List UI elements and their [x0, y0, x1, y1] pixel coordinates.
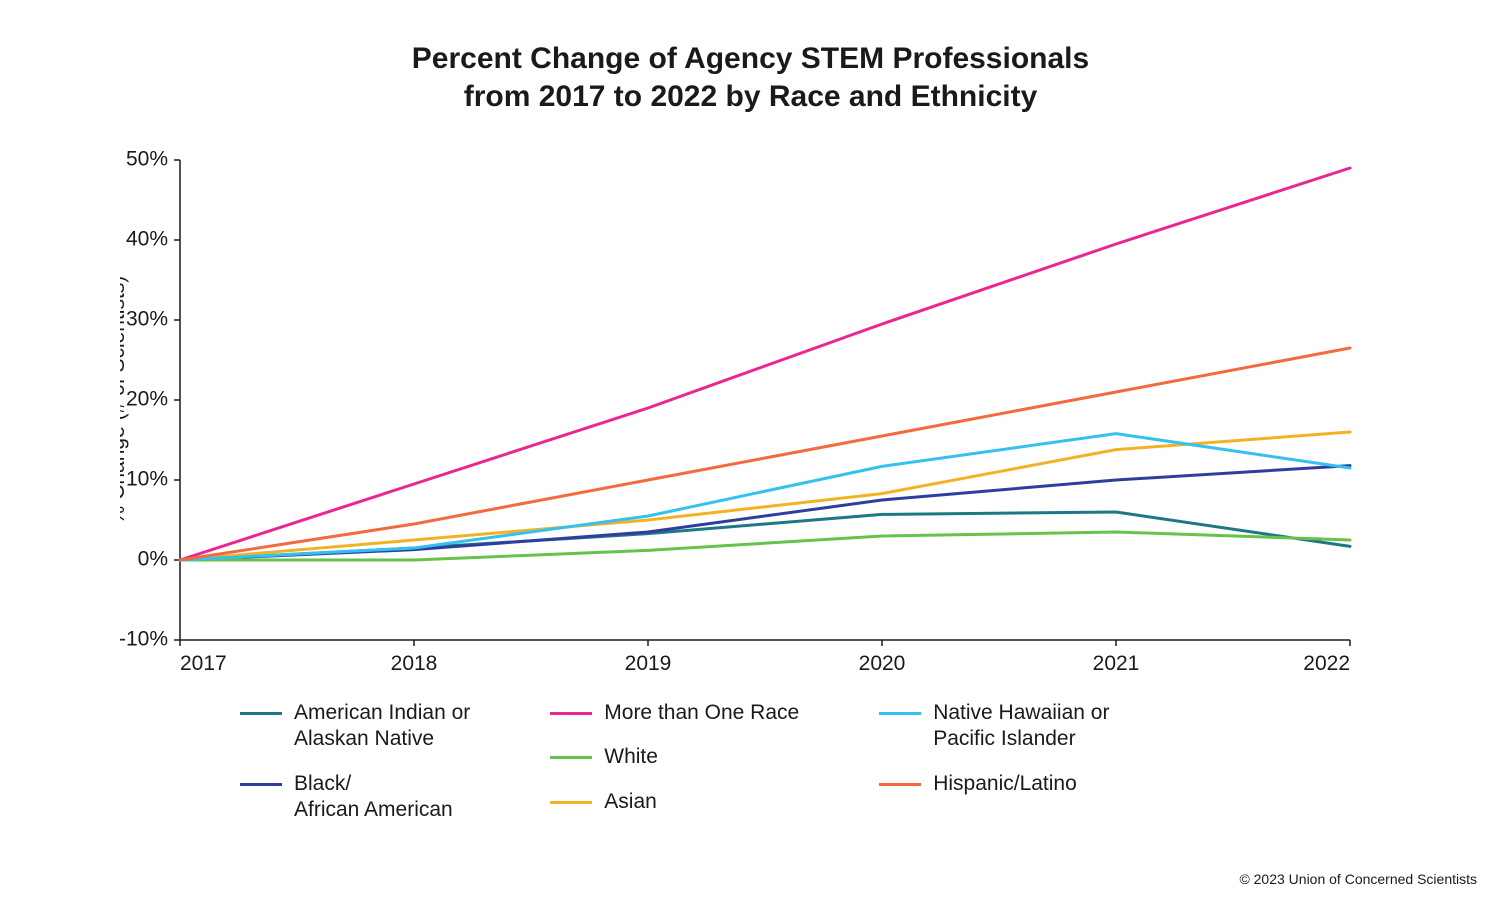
- legend-swatch: [240, 783, 282, 786]
- legend-label: Native Hawaiian or Pacific Islander: [933, 700, 1109, 753]
- legend-swatch: [879, 712, 921, 715]
- legend-swatch: [240, 712, 282, 715]
- svg-text:2020: 2020: [859, 652, 906, 675]
- legend-label: More than One Race: [604, 700, 799, 726]
- legend-label: American Indian or Alaskan Native: [294, 700, 470, 753]
- svg-text:2018: 2018: [391, 652, 438, 675]
- legend-swatch: [550, 801, 592, 804]
- legend-item-hispanic: Hispanic/Latino: [879, 771, 1109, 797]
- legend-item-native_hawaiian: Native Hawaiian or Pacific Islander: [879, 700, 1109, 753]
- svg-text:-10%: -10%: [120, 628, 168, 651]
- legend-item-asian: Asian: [550, 789, 799, 815]
- svg-text:2021: 2021: [1093, 652, 1140, 675]
- legend-item-more_than_one: More than One Race: [550, 700, 799, 726]
- chart-title-line1: Percent Change of Agency STEM Profession…: [0, 40, 1501, 78]
- legend-label: Hispanic/Latino: [933, 771, 1077, 797]
- chart-title-line2: from 2017 to 2022 by Race and Ethnicity: [0, 78, 1501, 116]
- svg-text:2022: 2022: [1303, 652, 1350, 675]
- legend-swatch: [550, 756, 592, 759]
- series-hispanic: [180, 348, 1350, 560]
- svg-text:2019: 2019: [625, 652, 672, 675]
- svg-text:40%: 40%: [126, 228, 168, 251]
- svg-text:30%: 30%: [126, 308, 168, 331]
- chart-title: Percent Change of Agency STEM Profession…: [0, 40, 1501, 115]
- svg-text:2017: 2017: [180, 652, 227, 675]
- legend-label: White: [604, 744, 658, 770]
- chart-legend: American Indian or Alaskan Native Black/ …: [240, 700, 1109, 823]
- series-asian: [180, 432, 1350, 560]
- line-chart: -10% 0% 10% 20% 30% 40% 50% 2017 2018 2019 2020 202…: [120, 150, 1360, 690]
- legend-swatch: [550, 712, 592, 715]
- legend-column: More than One Race White Asian: [550, 700, 799, 823]
- series-native_hawaiian: [180, 434, 1350, 560]
- legend-item-black: Black/ African American: [240, 771, 470, 824]
- svg-text:0%: 0%: [138, 548, 168, 571]
- legend-label: Asian: [604, 789, 657, 815]
- svg-text:% Change (# of Scientists): % Change (# of Scientists): [120, 276, 129, 525]
- legend-column: Native Hawaiian or Pacific Islander Hispa…: [879, 700, 1109, 823]
- legend-swatch: [879, 783, 921, 786]
- legend-column: American Indian or Alaskan Native Black/ …: [240, 700, 470, 823]
- svg-text:50%: 50%: [126, 150, 168, 171]
- svg-text:20%: 20%: [126, 388, 168, 411]
- legend-label: Black/ African American: [294, 771, 453, 824]
- legend-item-white: White: [550, 744, 799, 770]
- legend-item-american_indian: American Indian or Alaskan Native: [240, 700, 470, 753]
- chart-container: Percent Change of Agency STEM Profession…: [0, 0, 1501, 901]
- svg-text:10%: 10%: [126, 468, 168, 491]
- copyright-text: © 2023 Union of Concerned Scientists: [1239, 871, 1477, 887]
- series-more_than_one: [180, 168, 1350, 560]
